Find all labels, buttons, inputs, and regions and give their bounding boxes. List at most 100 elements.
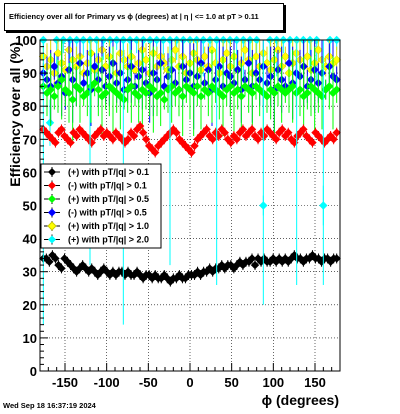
data-point (170, 45, 180, 55)
data-point (332, 55, 342, 65)
data-point (332, 254, 341, 263)
data-point (156, 88, 165, 98)
data-point (295, 85, 305, 94)
data-point (99, 131, 109, 141)
x-tick-label: 100 (262, 375, 284, 390)
data-point (130, 88, 140, 98)
data-point (172, 274, 181, 283)
x-tick-label: -100 (94, 375, 120, 390)
data-point (232, 135, 242, 144)
x-tick-label: 150 (304, 375, 326, 390)
data-point (141, 55, 151, 65)
data-point (220, 128, 229, 137)
data-point (204, 65, 213, 74)
legend-marker (48, 195, 56, 203)
data-point (94, 85, 103, 94)
legend-entry: (-) with pT/|q| > 0.1 (68, 181, 147, 191)
data-point (57, 125, 66, 134)
x-tick-label: -50 (139, 375, 158, 390)
data-point (60, 254, 69, 263)
data-point (75, 85, 85, 94)
y-tick-label: 0 (30, 364, 37, 379)
data-point (306, 82, 316, 91)
data-point (190, 141, 199, 151)
data-point (72, 82, 81, 91)
chart-title-box: Efficiency over all for Primary vs ϕ (de… (4, 3, 284, 31)
data-point (332, 85, 341, 94)
data-point (235, 257, 245, 266)
data-point (90, 78, 99, 88)
data-point (247, 125, 257, 134)
data-point (51, 254, 60, 263)
data-point (278, 125, 287, 134)
legend-entry: (+) with pT/|q| > 1.0 (68, 221, 149, 231)
data-point (240, 45, 250, 55)
data-point (45, 118, 55, 127)
data-point (119, 95, 129, 104)
data-markers (38, 35, 342, 325)
data-point (42, 128, 51, 137)
data-point (105, 82, 114, 91)
data-point (187, 148, 196, 157)
data-point (233, 85, 242, 94)
data-point (302, 51, 312, 62)
data-point (83, 88, 92, 98)
y-axis-label: Efficiency over all (%) (7, 42, 23, 187)
data-point (288, 82, 297, 91)
data-point (51, 138, 60, 147)
data-point (46, 85, 55, 94)
data-point (299, 125, 308, 134)
data-point (202, 125, 211, 134)
data-point (284, 58, 294, 68)
data-point (138, 128, 148, 137)
legend-marker (47, 221, 57, 231)
data-point (211, 128, 220, 137)
data-point (53, 82, 63, 91)
data-point (141, 88, 151, 98)
data-point (250, 260, 260, 270)
data-point (57, 75, 66, 84)
data-point (185, 85, 195, 94)
legend-box (40, 163, 162, 249)
data-point (96, 125, 105, 134)
legend-marker (48, 235, 56, 244)
data-point (303, 88, 312, 98)
data-point (105, 270, 115, 280)
data-point (141, 135, 151, 144)
y-tick-label: 60 (23, 165, 37, 180)
x-tick-label: -150 (52, 375, 78, 390)
x-axis-label: ϕ (degrees) (262, 392, 339, 408)
data-point (96, 267, 105, 276)
data-point (329, 135, 338, 144)
data-point (72, 131, 81, 141)
data-point (48, 250, 57, 260)
data-point (101, 88, 110, 98)
y-tick-label: 90 (23, 66, 37, 81)
data-point (204, 88, 213, 98)
data-point (233, 65, 242, 74)
data-point (147, 274, 157, 283)
data-point (127, 82, 136, 91)
data-point (119, 55, 129, 65)
y-tick-label: 50 (23, 199, 37, 214)
data-point (251, 82, 261, 91)
legend: (+) with pT/|q| > 0.1 (-) with pT/|q| > 0… (40, 163, 162, 249)
data-point (280, 51, 290, 62)
data-point (273, 82, 283, 91)
data-point (253, 135, 263, 144)
data-point (262, 92, 272, 101)
y-tick-label: 40 (23, 232, 37, 247)
y-tick-label: 70 (23, 132, 37, 147)
legend-marker (48, 168, 56, 176)
data-point (215, 62, 224, 71)
timestamp: Wed Sep 18 16:37:19 2024 (3, 401, 96, 410)
data-point (66, 138, 75, 147)
legend-marker (48, 208, 56, 217)
data-point (64, 88, 74, 98)
data-point (152, 92, 162, 101)
x-tick-label: 50 (224, 375, 238, 390)
data-point (178, 92, 187, 101)
data-point (160, 95, 169, 104)
data-point (240, 82, 250, 91)
data-point (42, 254, 51, 263)
